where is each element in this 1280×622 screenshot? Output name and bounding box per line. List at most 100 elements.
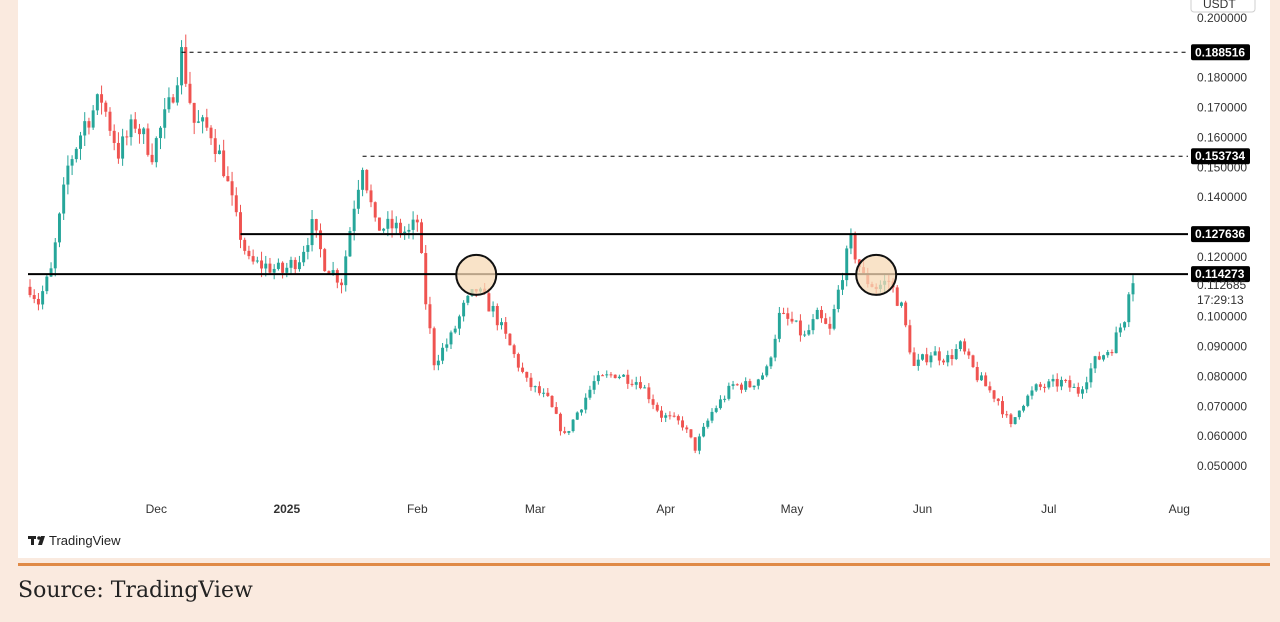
candle: [807, 324, 811, 336]
candle: [365, 169, 369, 194]
candle: [36, 293, 40, 311]
candle: [529, 372, 533, 391]
candle: [710, 408, 714, 424]
candle: [508, 333, 512, 346]
candle: [66, 155, 70, 195]
y-axis-tick: 0.090000: [1197, 340, 1247, 354]
candle: [348, 227, 352, 257]
candle: [942, 358, 946, 365]
candle: [516, 352, 520, 372]
candle: [1123, 321, 1127, 331]
candle: [445, 338, 449, 352]
candle: [95, 93, 99, 115]
candle: [1009, 413, 1013, 428]
candle: [1093, 355, 1097, 374]
candle: [91, 105, 95, 130]
caption-divider: [18, 563, 1270, 566]
candle: [171, 94, 175, 104]
candle: [605, 370, 609, 378]
candle: [32, 289, 36, 304]
candle: [281, 261, 285, 279]
candle: [432, 326, 436, 371]
candle: [723, 395, 727, 403]
candle: [230, 171, 234, 206]
candle: [192, 102, 196, 135]
candle: [609, 372, 613, 378]
candle: [512, 343, 516, 358]
candle: [340, 278, 344, 294]
candle: [992, 389, 996, 403]
candle: [575, 411, 579, 420]
price-level-tag: 0.114273: [1191, 266, 1250, 283]
candle: [226, 166, 230, 182]
candle: [849, 228, 853, 255]
y-axis-tick: 0.050000: [1197, 459, 1247, 473]
svg-text:0.188516: 0.188516: [1195, 45, 1245, 59]
currency-tag[interactable]: [1190, 0, 1256, 13]
candle: [1026, 394, 1030, 408]
candlestick-chart[interactable]: 0.050000 0.060000 0.070000 0.080000 0.090000…: [18, 0, 1270, 558]
y-axis-tick: 0.060000: [1197, 429, 1247, 443]
candle: [853, 231, 857, 264]
candle: [373, 201, 377, 222]
candle: [752, 385, 756, 390]
candle: [988, 381, 992, 393]
y-axis-tick: 0.200000: [1197, 11, 1247, 25]
price-level-tag: 0.153734: [1191, 148, 1250, 165]
svg-text:0.153734: 0.153734: [1195, 149, 1245, 163]
candle: [596, 370, 600, 385]
candle: [655, 402, 659, 413]
candle: [356, 179, 360, 214]
candle: [407, 223, 411, 239]
current-price-label: 0.112685: [1197, 278, 1246, 292]
candle: [773, 334, 777, 362]
candle: [550, 395, 554, 408]
candle: [209, 125, 213, 145]
x-axis-tick: 2025: [273, 502, 300, 516]
candle: [638, 376, 642, 390]
y-axis-tick: 0.080000: [1197, 369, 1247, 383]
candle: [794, 320, 798, 323]
candle: [668, 411, 672, 420]
candle: [213, 129, 217, 163]
x-axis-tick: Jul: [1041, 502, 1056, 516]
candle: [828, 316, 832, 335]
candle: [133, 112, 137, 133]
candle: [453, 325, 457, 334]
candle: [487, 288, 491, 312]
candle: [617, 374, 621, 380]
x-axis-tick: May: [781, 502, 804, 516]
candle: [904, 300, 908, 328]
candle: [937, 347, 941, 366]
highlight-circle: [855, 253, 898, 296]
candle: [946, 350, 950, 367]
candle: [1055, 373, 1059, 392]
candle: [546, 387, 550, 398]
candle: [996, 398, 1000, 406]
candle: [428, 296, 432, 334]
candle: [651, 394, 655, 410]
tradingview-logo[interactable]: TradingView: [28, 533, 121, 548]
candle: [1110, 349, 1114, 356]
candle: [954, 344, 958, 361]
candle: [525, 371, 529, 382]
y-axis-tick: 0.100000: [1197, 310, 1247, 324]
x-axis-tick: Jun: [913, 502, 932, 516]
candle: [1043, 383, 1047, 393]
y-axis-tick: 0.070000: [1197, 399, 1247, 413]
candle: [731, 380, 735, 390]
candle: [592, 375, 596, 395]
candle: [420, 218, 423, 254]
candle: [634, 376, 638, 390]
svg-text:0.114273: 0.114273: [1195, 267, 1245, 281]
candle: [558, 412, 562, 436]
candle: [761, 372, 765, 381]
candle: [495, 303, 499, 331]
candle: [369, 184, 373, 208]
candle: [62, 177, 66, 221]
candle: [415, 214, 419, 232]
candle: [255, 256, 259, 264]
candle: [626, 369, 630, 389]
candle: [984, 372, 988, 387]
candle: [382, 227, 386, 233]
